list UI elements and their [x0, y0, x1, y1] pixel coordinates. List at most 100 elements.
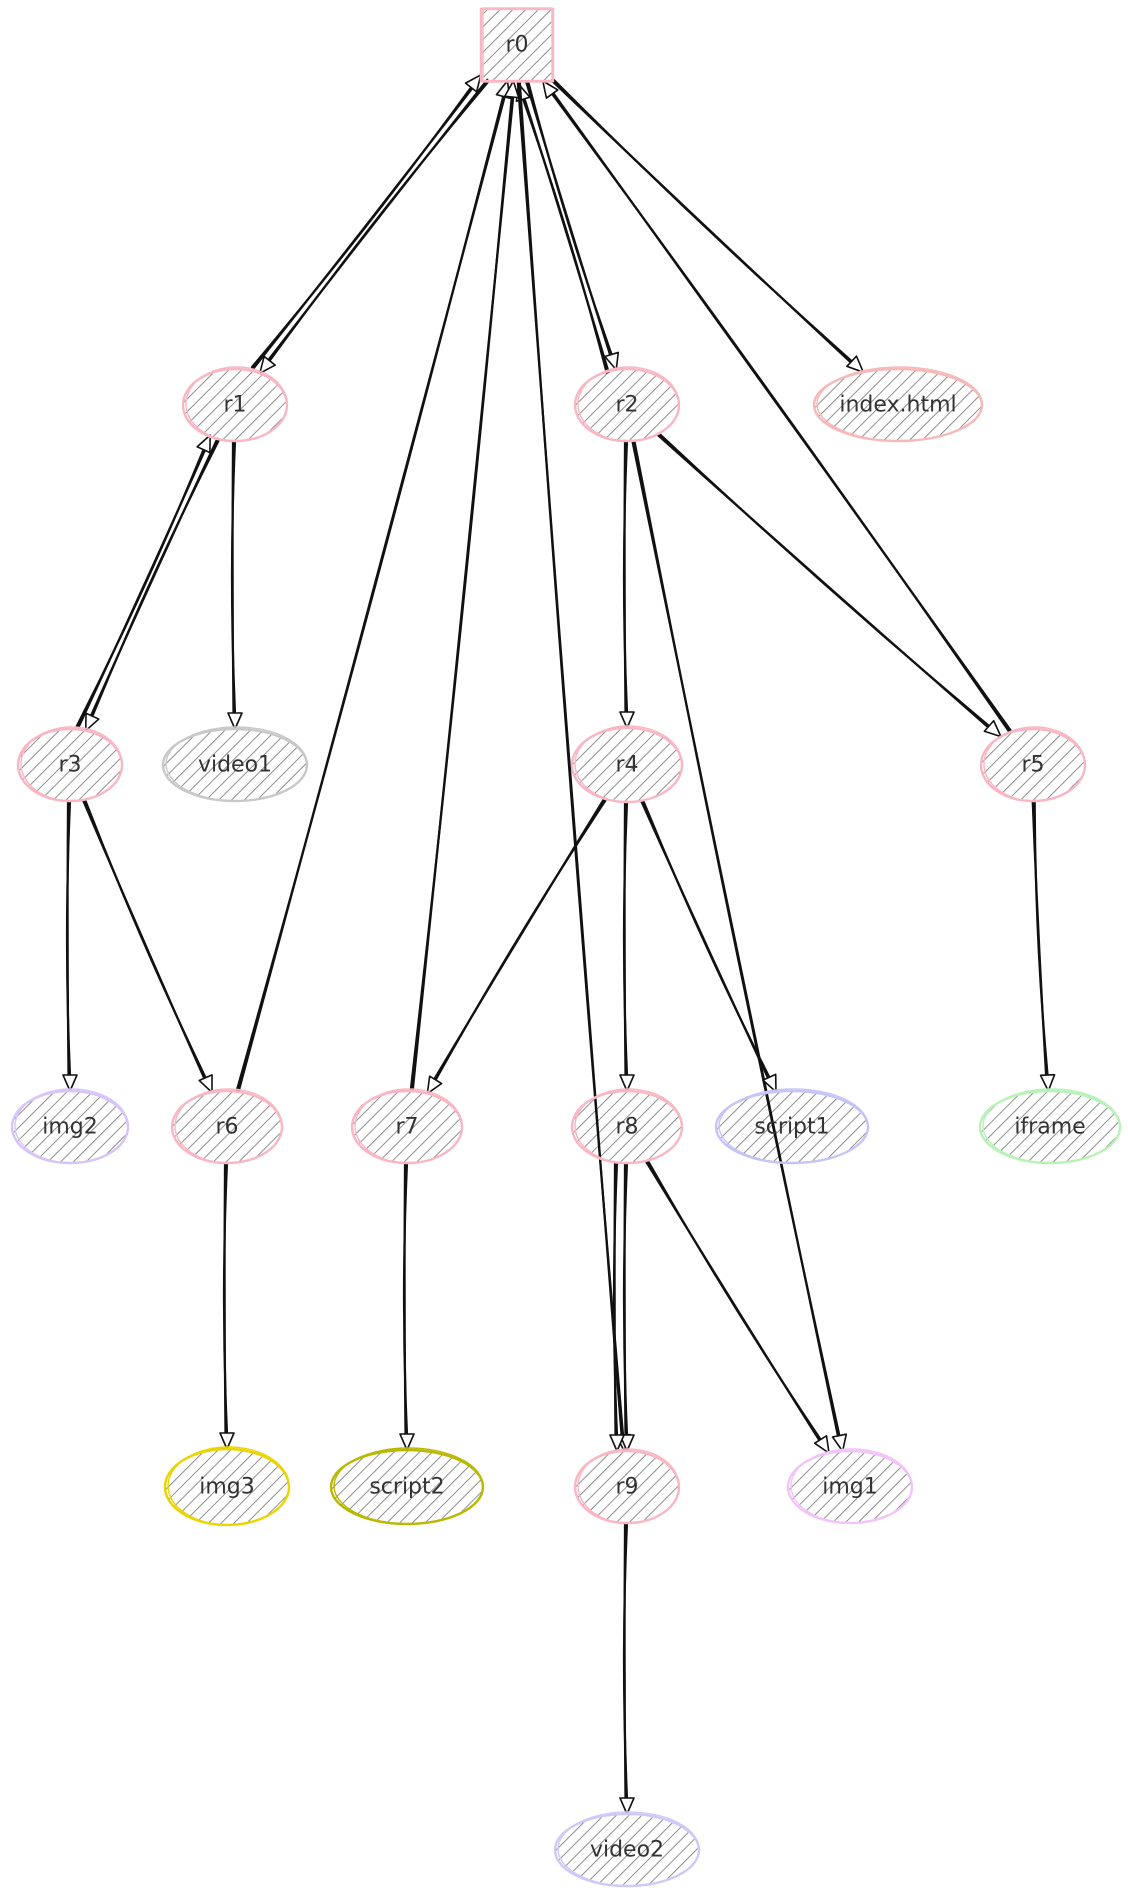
- node-label: r2: [615, 393, 638, 418]
- edge-line: [646, 1159, 822, 1441]
- arrowhead: [846, 355, 865, 374]
- node-label: script1: [754, 1115, 829, 1140]
- node-label: video1: [198, 753, 272, 778]
- node-r6[interactable]: r6: [170, 1088, 284, 1165]
- edge-r1-to-video1: [227, 439, 243, 730]
- node-img3[interactable]: img3: [163, 1446, 291, 1527]
- edge-line: [526, 79, 613, 356]
- node-outline-sketch: [174, 1088, 283, 1164]
- arrowhead: [619, 1074, 635, 1092]
- node-img1[interactable]: img1: [786, 1448, 914, 1525]
- edge-line-sketch: [89, 437, 219, 717]
- node-label: video2: [590, 1838, 664, 1863]
- edge-line-sketch: [623, 1161, 627, 1437]
- edge-r2-to-r4: [619, 439, 635, 729]
- node-label: script2: [369, 1475, 444, 1500]
- edge-line-sketch: [552, 92, 1013, 733]
- node-r4[interactable]: r4: [570, 725, 684, 804]
- edge-line: [657, 432, 991, 728]
- edge-r0-to-r2: [524, 79, 620, 371]
- node-video1[interactable]: video1: [161, 726, 309, 803]
- arrowhead: [609, 1434, 625, 1452]
- node-label: r9: [615, 1475, 638, 1500]
- node-outline-sketch: [557, 1811, 700, 1887]
- arrowhead: [619, 1797, 635, 1815]
- edge-line: [1033, 799, 1049, 1077]
- node-label: r3: [58, 753, 81, 778]
- edge-line-sketch: [631, 439, 840, 1437]
- node-outline-sketch: [577, 1448, 680, 1524]
- edge-r8-to-r9: [619, 1161, 635, 1452]
- node-label: iframe: [1014, 1115, 1085, 1140]
- edge-line-sketch: [516, 80, 623, 1437]
- arrowhead: [541, 80, 559, 99]
- edge-line-sketch: [66, 799, 70, 1077]
- arrowhead: [426, 1075, 443, 1095]
- node-outline-sketch: [982, 1088, 1121, 1164]
- node-outline-sketch: [577, 366, 680, 442]
- edge-r7-to-r0: [409, 80, 520, 1093]
- edge-r7-to-script2: [399, 1161, 415, 1451]
- edge-line-sketch: [403, 1161, 407, 1436]
- edge-r0-to-r1: [258, 78, 490, 375]
- edge-r6-to-r0: [235, 80, 511, 1094]
- edge-line: [83, 798, 207, 1079]
- node-video2[interactable]: video2: [553, 1811, 701, 1888]
- edge-line: [409, 95, 513, 1093]
- node-r5[interactable]: r5: [979, 726, 1087, 803]
- node-outline-sketch: [354, 1088, 463, 1164]
- node-r2[interactable]: r2: [573, 366, 681, 443]
- arrowhead: [762, 1073, 777, 1093]
- edge-line-sketch: [644, 1160, 821, 1442]
- edge-r4-to-script1: [640, 799, 777, 1093]
- edge-line: [434, 798, 608, 1081]
- node-iframe[interactable]: iframe: [978, 1088, 1122, 1165]
- edge-r3-to-img2: [62, 799, 78, 1092]
- node-outline-sketch: [983, 726, 1086, 802]
- node-outline-sketch: [333, 1447, 484, 1525]
- edge-line-sketch: [623, 439, 627, 714]
- edge-line-sketch: [656, 433, 990, 729]
- node-index[interactable]: index.html: [812, 366, 984, 443]
- node-script1[interactable]: script1: [714, 1088, 870, 1165]
- node-img2[interactable]: img2: [10, 1088, 130, 1165]
- arrowhead: [196, 434, 211, 454]
- node-r9[interactable]: r9: [573, 1448, 681, 1525]
- edge-r8-to-r9: [609, 1161, 625, 1452]
- node-script2[interactable]: script2: [329, 1447, 485, 1526]
- edge-line-sketch: [77, 449, 206, 729]
- edge-line-sketch: [267, 78, 489, 361]
- edge-line-sketch: [613, 1161, 617, 1437]
- edge-line-sketch: [623, 800, 627, 1077]
- arrowhead: [84, 712, 100, 732]
- node-r3[interactable]: r3: [16, 726, 124, 803]
- edge-line: [250, 86, 473, 369]
- edge-line-sketch: [523, 97, 610, 374]
- node-r8[interactable]: r8: [570, 1088, 684, 1165]
- edge-r1-to-r3: [84, 437, 221, 732]
- arrowhead: [198, 1074, 213, 1094]
- node-label: index.html: [839, 393, 956, 418]
- edge-r5-to-iframe: [1031, 799, 1056, 1092]
- edge-line-sketch: [524, 80, 612, 357]
- node-label: img3: [199, 1475, 255, 1500]
- node-outline-sketch: [790, 1448, 913, 1524]
- arrowhead: [464, 74, 482, 93]
- node-outline-sketch: [574, 725, 683, 803]
- node-r7[interactable]: r7: [350, 1088, 464, 1165]
- edge-line-sketch: [223, 1161, 227, 1435]
- node-outline-sketch: [574, 1088, 683, 1164]
- node-r1[interactable]: r1: [181, 366, 289, 443]
- nodes-layer: r0 r1 r2 index.html r3 video1 r4 r5 img2 r6 r7 r8 sc…: [10, 7, 1122, 1888]
- arrowhead: [619, 1434, 635, 1452]
- edge-r0-to-index: [550, 77, 865, 374]
- node-r0[interactable]: r0: [479, 7, 555, 83]
- edge-line: [642, 799, 771, 1079]
- edge-r6-to-img3: [219, 1161, 235, 1450]
- arrowhead: [831, 1433, 848, 1453]
- edge-line: [633, 439, 841, 1437]
- edge-line: [91, 438, 221, 718]
- node-outline-sketch: [14, 1088, 129, 1164]
- edge-line-sketch: [252, 87, 474, 370]
